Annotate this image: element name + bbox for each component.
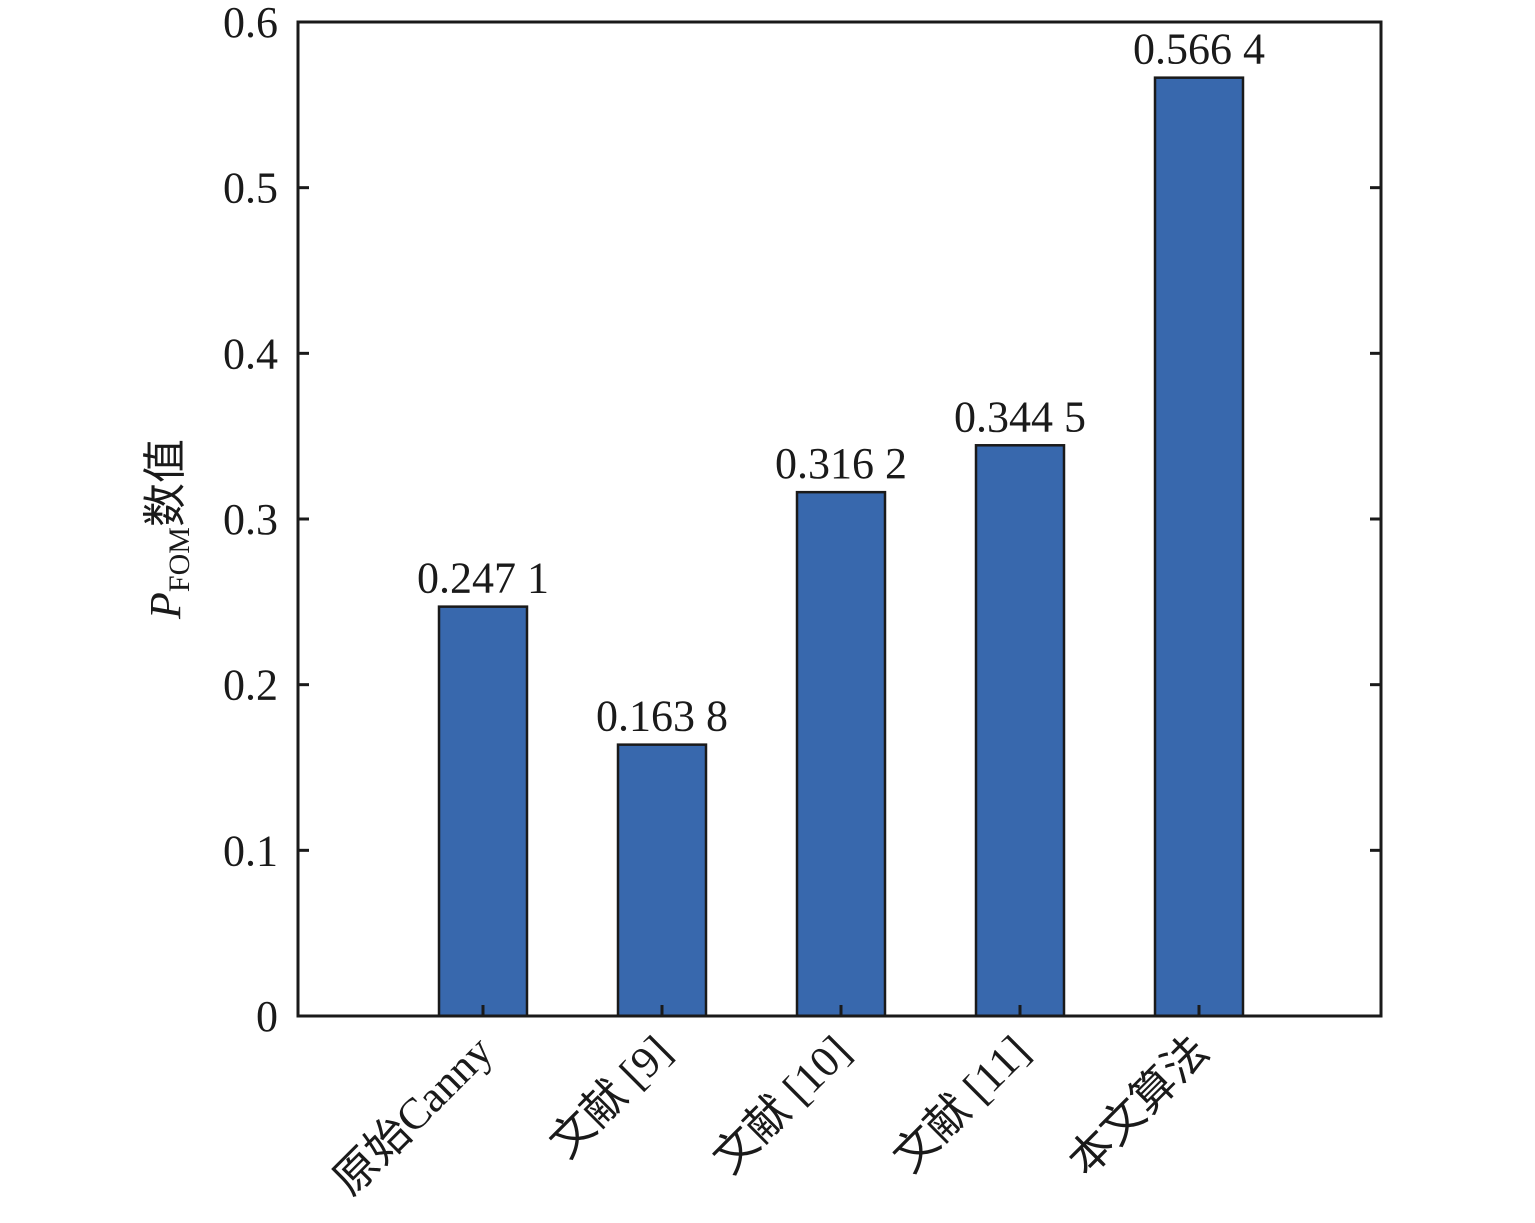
x-tick-label: 文献 [10] bbox=[704, 1026, 860, 1182]
y-axis: 0 0.1 0.2 0.3 0.4 0.5 0.6 bbox=[223, 0, 1381, 1041]
data-label: 0.247 1 bbox=[417, 554, 549, 603]
data-label: 0.344 5 bbox=[954, 392, 1086, 441]
x-tick-label: 文献 [11] bbox=[884, 1026, 1039, 1181]
bar bbox=[795, 490, 887, 1018]
data-label: 0.566 4 bbox=[1133, 25, 1265, 74]
x-axis: 原始Canny 文献 [9] 文献 [10] 文献 [11] 本文算法 bbox=[324, 1005, 1218, 1205]
y-tick-label: 0.2 bbox=[223, 661, 278, 710]
y-tick-label: 0.4 bbox=[223, 329, 278, 378]
bar bbox=[437, 605, 529, 1018]
y-tick-label: 0.1 bbox=[223, 826, 278, 875]
y-axis-label-main: P bbox=[141, 592, 190, 620]
data-label: 0.163 8 bbox=[596, 692, 728, 741]
bar bbox=[1153, 76, 1245, 1018]
x-tick-label: 原始Canny bbox=[324, 1026, 502, 1204]
y-tick-label: 0.6 bbox=[223, 0, 278, 47]
bars-group: 0.247 1 0.163 8 0.316 2 0.344 5 0.566 4 bbox=[417, 25, 1265, 1018]
x-tick-label: 本文算法 bbox=[1059, 1026, 1218, 1185]
y-tick-label: 0.5 bbox=[223, 164, 278, 213]
y-axis-label: PFOM数值 bbox=[141, 439, 196, 620]
y-axis-label-suffix: 数值 bbox=[141, 439, 190, 527]
bar bbox=[974, 444, 1066, 1018]
plot-frame bbox=[296, 20, 1383, 1018]
y-tick-label: 0 bbox=[256, 992, 278, 1041]
y-tick-label: 0.3 bbox=[223, 495, 278, 544]
x-tick-label: 文献 [9] bbox=[540, 1026, 681, 1167]
bar bbox=[616, 743, 708, 1018]
y-axis-label-subscript: FOM bbox=[163, 527, 196, 592]
data-label: 0.316 2 bbox=[775, 439, 907, 488]
